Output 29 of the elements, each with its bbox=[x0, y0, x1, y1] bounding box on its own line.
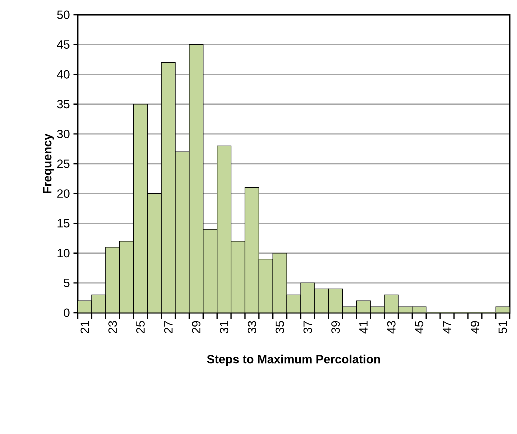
x-tick-label: 23 bbox=[108, 321, 118, 334]
y-tick-label: 20 bbox=[58, 190, 70, 198]
y-axis-title: Frequency bbox=[43, 134, 54, 194]
x-tick-label: 29 bbox=[192, 321, 201, 334]
x-tick-label: 27 bbox=[164, 321, 173, 334]
x-tick-label: 45 bbox=[415, 321, 424, 334]
x-tick-label: 37 bbox=[304, 321, 312, 334]
y-tick-label: 40 bbox=[57, 70, 70, 79]
y-tick-label: 50 bbox=[57, 10, 70, 20]
x-axis-title: Steps to Maximum Percolation bbox=[207, 354, 380, 366]
y-tick-label: 25 bbox=[58, 160, 70, 168]
x-tick-label: 33 bbox=[248, 321, 256, 334]
x-tick-label: 25 bbox=[136, 321, 145, 334]
y-tick-label: 35 bbox=[57, 100, 70, 109]
x-tick-label: 51 bbox=[498, 321, 508, 334]
y-tick-label: 5 bbox=[64, 279, 70, 288]
x-tick-label: 39 bbox=[332, 321, 340, 334]
y-tick-label: 10 bbox=[58, 249, 70, 258]
x-tick-label: 41 bbox=[360, 321, 368, 334]
x-tick-label: 21 bbox=[80, 321, 90, 334]
x-tick-label: 35 bbox=[276, 321, 284, 334]
y-tick-label: 45 bbox=[57, 40, 70, 49]
x-tick-label: 47 bbox=[443, 321, 452, 334]
x-tick-label: 31 bbox=[220, 321, 229, 334]
x-tick-label: 49 bbox=[470, 321, 480, 334]
y-tick-label: 15 bbox=[58, 219, 70, 228]
y-tick-label: 30 bbox=[57, 130, 70, 138]
x-tick-label: 43 bbox=[387, 321, 396, 334]
y-tick-label: 0 bbox=[64, 308, 70, 318]
